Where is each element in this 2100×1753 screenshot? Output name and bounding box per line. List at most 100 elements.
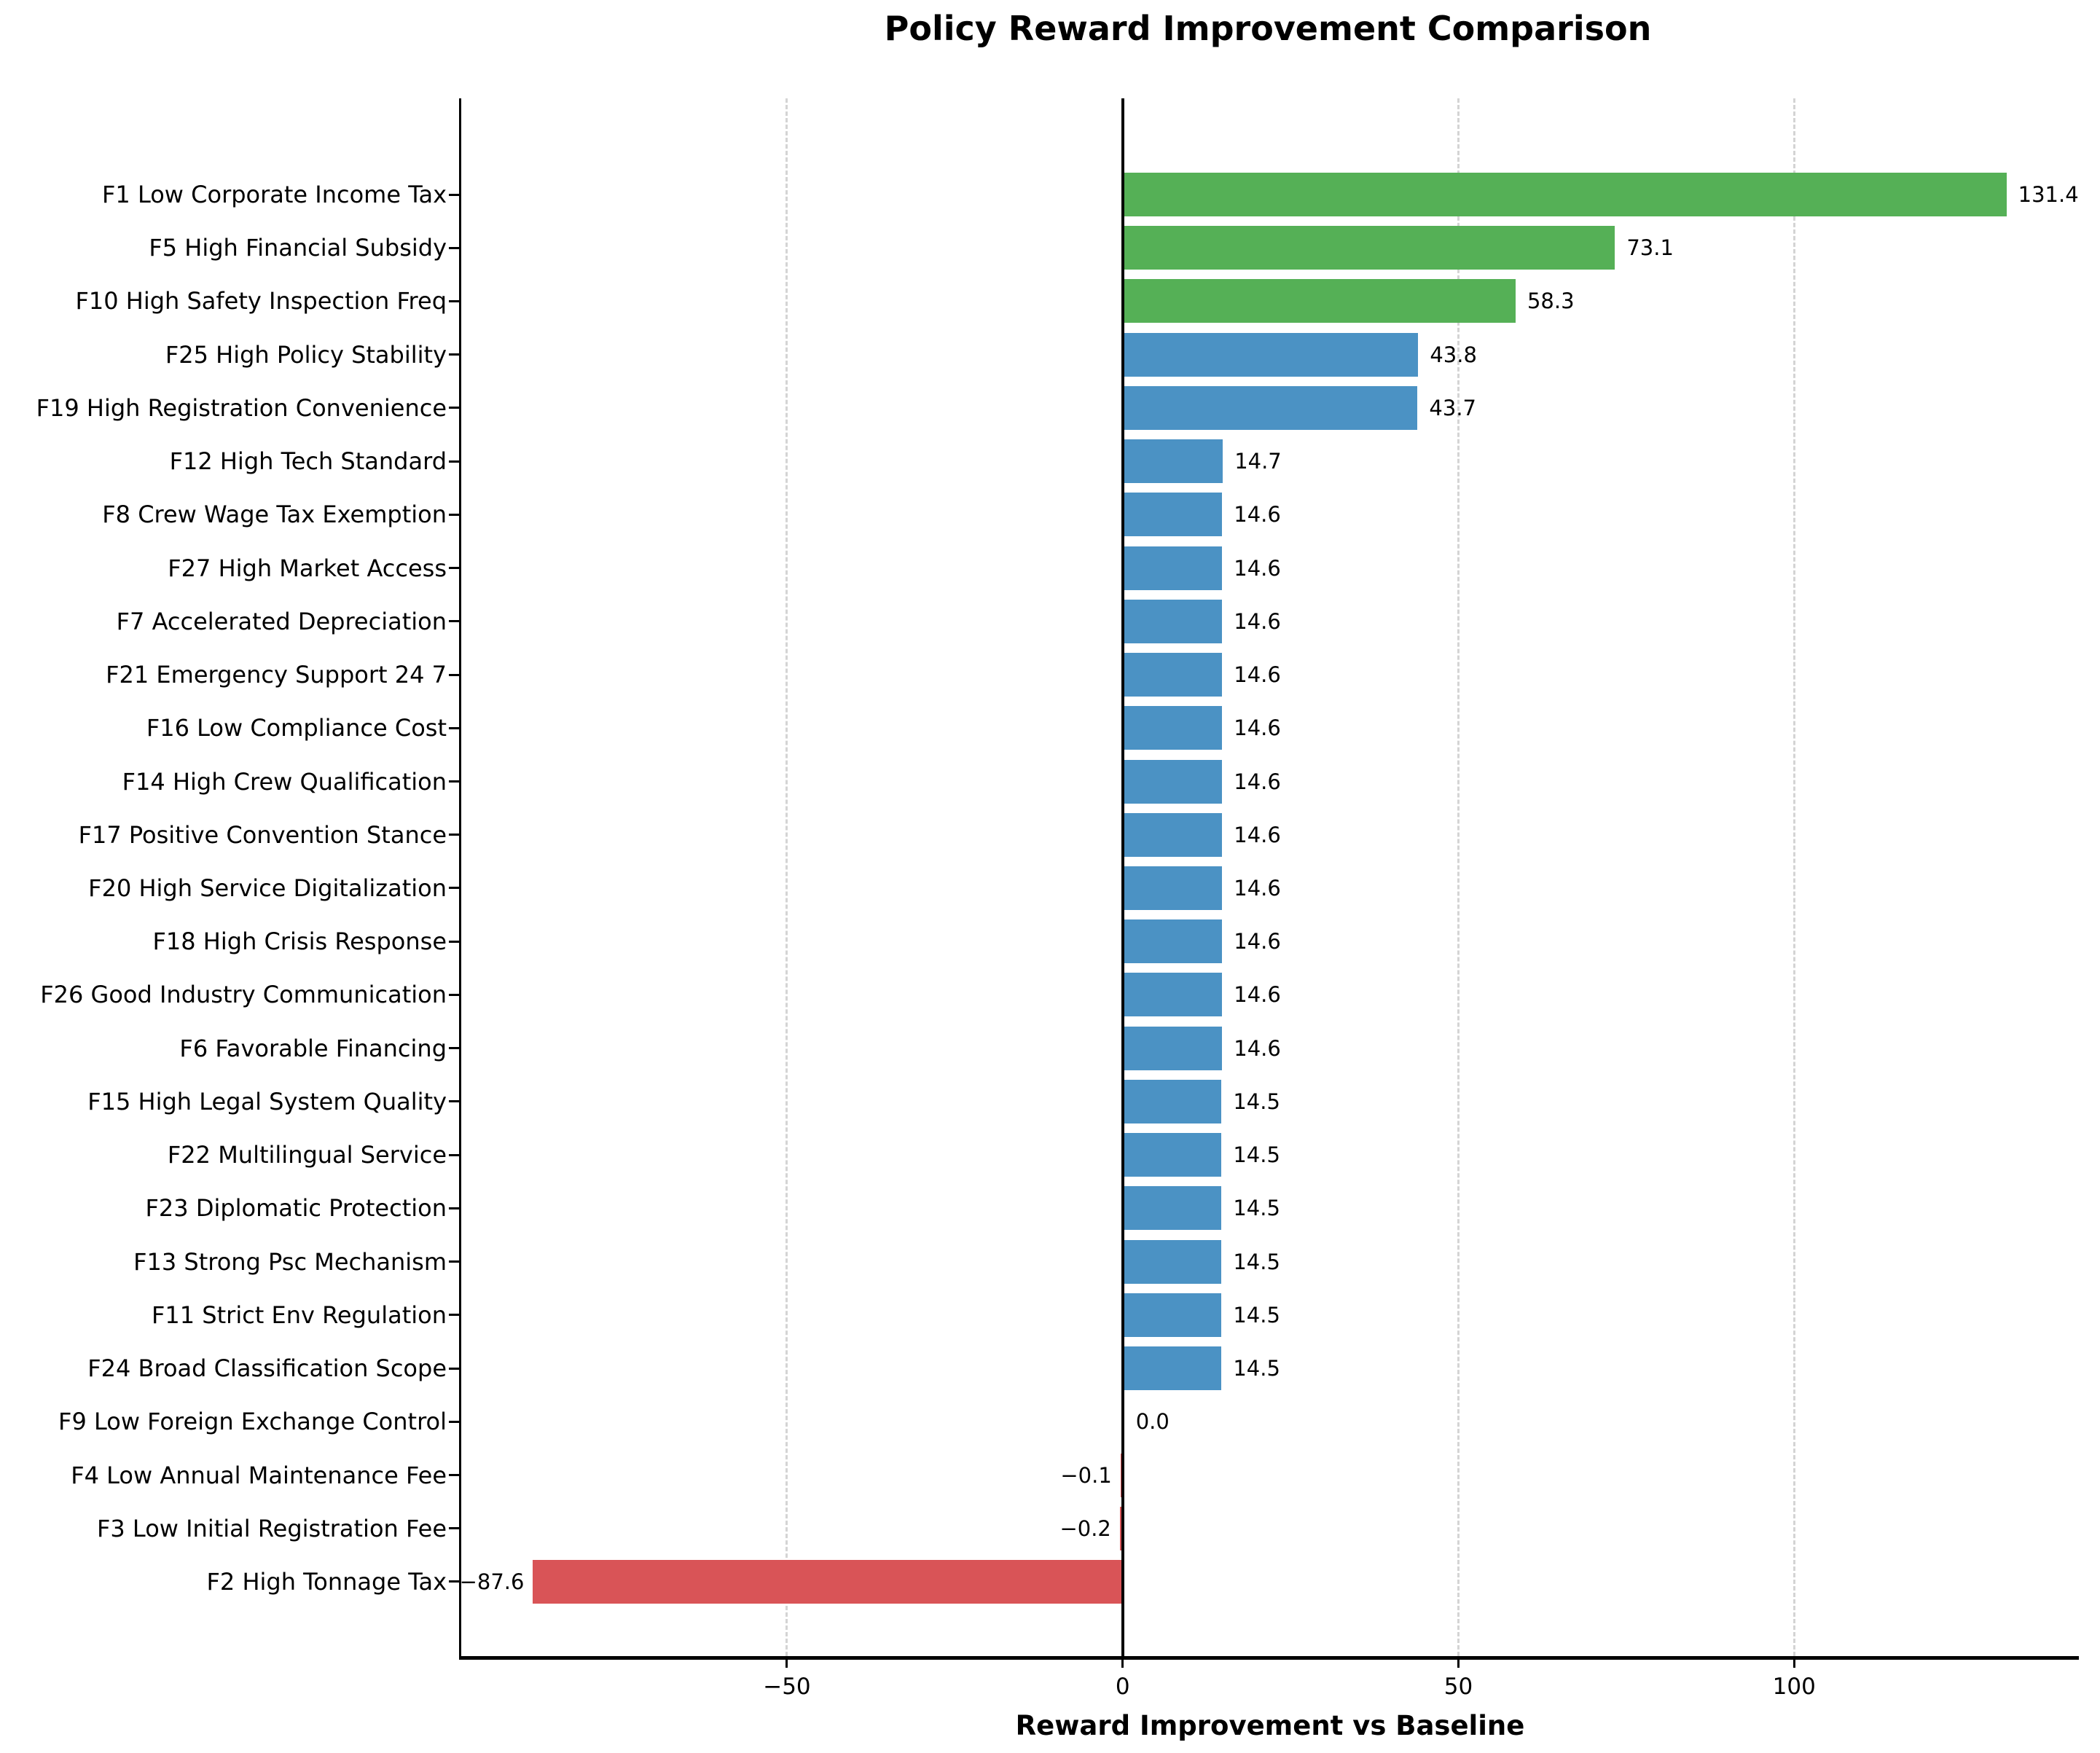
y-tick-f1-low-corporate-income-tax	[449, 193, 461, 196]
value-label-f19-high-registration-convenience: 43.7	[1429, 395, 1476, 420]
value-label-f21-emergency-support-24-7: 14.6	[1234, 662, 1281, 688]
value-label-f10-high-safety-inspection-freq: 58.3	[1527, 289, 1575, 314]
y-tick-f17-positive-convention-stance	[449, 834, 461, 836]
value-label-f11-strict-env-regulation: 14.5	[1233, 1302, 1280, 1328]
y-label-f23-diplomatic-protection: F23 Diplomatic Protection	[145, 1194, 447, 1223]
y-label-f22-multilingual-service: F22 Multilingual Service	[167, 1141, 447, 1169]
y-label-f15-high-legal-system-quality: F15 High Legal System Quality	[87, 1087, 447, 1115]
y-tick-f12-high-tech-standard	[449, 460, 461, 463]
value-label-f15-high-legal-system-quality: 14.5	[1233, 1089, 1280, 1114]
bar-f17-positive-convention-stance	[1124, 812, 1223, 857]
y-label-f14-high-crew-qualification: F14 High Crew Qualification	[122, 767, 447, 796]
y-tick-f20-high-service-digitalization	[449, 887, 461, 890]
y-label-f18-high-crisis-response: F18 High Crisis Response	[152, 928, 447, 956]
bar-f7-accelerated-depreciation	[1124, 599, 1223, 643]
bar-f24-broad-classification-scope	[1124, 1346, 1222, 1391]
value-label-f7-accelerated-depreciation: 14.6	[1234, 608, 1281, 634]
y-label-f27-high-market-access: F27 High Market Access	[168, 554, 447, 582]
bar-f18-high-crisis-response	[1124, 919, 1223, 964]
x-axis-label: Reward Improvement vs Baseline	[1015, 1710, 1525, 1741]
value-label-f6-favorable-financing: 14.6	[1234, 1035, 1281, 1061]
value-label-f2-high-tonnage-tax: −87.6	[459, 1569, 525, 1594]
value-label-f17-positive-convention-stance: 14.6	[1234, 822, 1281, 847]
value-label-f9-low-foreign-exchange-control: 0.0	[1135, 1409, 1170, 1435]
chart-title: Policy Reward Improvement Comparison	[884, 9, 1652, 48]
y-label-f2-high-tonnage-tax: F2 High Tonnage Tax	[206, 1567, 447, 1596]
bar-f6-favorable-financing	[1124, 1026, 1223, 1070]
bar-f16-low-compliance-cost	[1124, 706, 1223, 750]
x-tick-label--50: −50	[763, 1674, 811, 1700]
y-label-f21-emergency-support-24-7: F21 Emergency Support 24 7	[106, 661, 447, 689]
y-tick-f23-diplomatic-protection	[449, 1207, 461, 1209]
y-tick-f24-broad-classification-scope	[449, 1367, 461, 1370]
y-label-f3-low-initial-registration-fee: F3 Low Initial Registration Fee	[96, 1514, 447, 1542]
x-tick-label-100: 100	[1772, 1674, 1816, 1700]
y-label-f25-high-policy-stability: F25 High Policy Stability	[165, 340, 447, 369]
y-tick-f21-emergency-support-24-7	[449, 673, 461, 676]
value-label-f23-diplomatic-protection: 14.5	[1233, 1196, 1280, 1221]
gridline-x-100	[1793, 98, 1795, 1656]
bar-f5-high-financial-subsidy	[1124, 226, 1615, 270]
y-label-f20-high-service-digitalization: F20 High Service Digitalization	[88, 874, 447, 902]
value-label-f12-high-tech-standard: 14.7	[1234, 449, 1282, 474]
y-label-f4-low-annual-maintenance-fee: F4 Low Annual Maintenance Fee	[71, 1461, 447, 1489]
y-label-f1-low-corporate-income-tax: F1 Low Corporate Income Tax	[102, 181, 447, 208]
x-tick--50	[785, 1656, 788, 1668]
bar-f23-diplomatic-protection	[1124, 1186, 1222, 1231]
value-label-f27-high-market-access: 14.6	[1234, 555, 1281, 581]
y-label-f17-positive-convention-stance: F17 Positive Convention Stance	[78, 820, 447, 849]
bar-f11-strict-env-regulation	[1124, 1293, 1222, 1337]
y-label-f16-low-compliance-cost: F16 Low Compliance Cost	[146, 714, 447, 742]
y-label-f12-high-tech-standard: F12 High Tech Standard	[169, 447, 447, 476]
y-label-f8-crew-wage-tax-exemption: F8 Crew Wage Tax Exemption	[102, 501, 447, 529]
plot-area: −50 0 50 100 F1 Low Corporate Income Tax 131.…	[36, 98, 2079, 1741]
bar-f21-emergency-support-24-7	[1124, 653, 1223, 697]
y-tick-f14-high-crew-qualification	[449, 780, 461, 783]
value-label-f25-high-policy-stability: 43.8	[1430, 342, 1477, 367]
y-tick-f7-accelerated-depreciation	[449, 620, 461, 623]
y-tick-f22-multilingual-service	[449, 1153, 461, 1156]
y-label-f9-low-foreign-exchange-control: F9 Low Foreign Exchange Control	[58, 1408, 447, 1436]
y-label-f11-strict-env-regulation: F11 Strict Env Regulation	[152, 1301, 447, 1329]
bar-f15-high-legal-system-quality	[1124, 1079, 1222, 1123]
y-label-f13-strong-psc-mechanism: F13 Strong Psc Mechanism	[133, 1247, 447, 1276]
x-tick-50	[1457, 1656, 1460, 1668]
bar-f26-good-industry-communication	[1124, 973, 1223, 1017]
bar-f25-high-policy-stability	[1124, 332, 1419, 377]
bar-f19-high-registration-convenience	[1124, 385, 1418, 430]
y-label-f6-favorable-financing: F6 Favorable Financing	[179, 1034, 447, 1062]
y-tick-f2-high-tonnage-tax	[449, 1580, 461, 1583]
bar-f13-strong-psc-mechanism	[1124, 1239, 1222, 1284]
y-tick-f6-favorable-financing	[449, 1047, 461, 1050]
y-tick-f8-crew-wage-tax-exemption	[449, 513, 461, 516]
y-tick-f25-high-policy-stability	[449, 353, 461, 356]
x-tick-label-0: 0	[1115, 1674, 1130, 1700]
x-tick-100	[1793, 1656, 1795, 1668]
bar-f14-high-crew-qualification	[1124, 759, 1223, 804]
y-label-f19-high-registration-convenience: F19 High Registration Convenience	[36, 393, 447, 422]
y-tick-f10-high-safety-inspection-freq	[449, 299, 461, 302]
y-label-f10-high-safety-inspection-freq: F10 High Safety Inspection Freq	[75, 287, 447, 315]
y-label-f7-accelerated-depreciation: F7 Accelerated Depreciation	[116, 607, 447, 635]
x-tick-0	[1121, 1656, 1124, 1668]
value-label-f4-low-annual-maintenance-fee: −0.1	[1060, 1462, 1112, 1488]
y-tick-f15-high-legal-system-quality	[449, 1100, 461, 1103]
value-label-f20-high-service-digitalization: 14.6	[1234, 875, 1281, 901]
bar-f1-low-corporate-income-tax	[1124, 173, 2007, 216]
value-label-f26-good-industry-communication: 14.6	[1234, 982, 1281, 1008]
y-tick-f26-good-industry-communication	[449, 993, 461, 996]
bar-f27-high-market-access	[1124, 546, 1223, 590]
value-label-f13-strong-psc-mechanism: 14.5	[1233, 1249, 1280, 1274]
y-label-f24-broad-classification-scope: F24 Broad Classification Scope	[87, 1354, 447, 1383]
x-tick-label-50: 50	[1443, 1674, 1473, 1700]
y-tick-f9-low-foreign-exchange-control	[449, 1420, 461, 1423]
y-tick-f11-strict-env-regulation	[449, 1314, 461, 1317]
value-label-f5-high-financial-subsidy: 73.1	[1626, 235, 1674, 261]
y-tick-f18-high-crisis-response	[449, 940, 461, 943]
value-label-f3-low-initial-registration-fee: −0.2	[1059, 1515, 1111, 1541]
gridline-x--50	[785, 98, 788, 1656]
bar-f20-high-service-digitalization	[1124, 866, 1223, 910]
value-label-f8-crew-wage-tax-exemption: 14.6	[1234, 502, 1281, 528]
bar-f8-crew-wage-tax-exemption	[1124, 493, 1223, 537]
y-tick-f3-low-initial-registration-fee	[449, 1527, 461, 1530]
